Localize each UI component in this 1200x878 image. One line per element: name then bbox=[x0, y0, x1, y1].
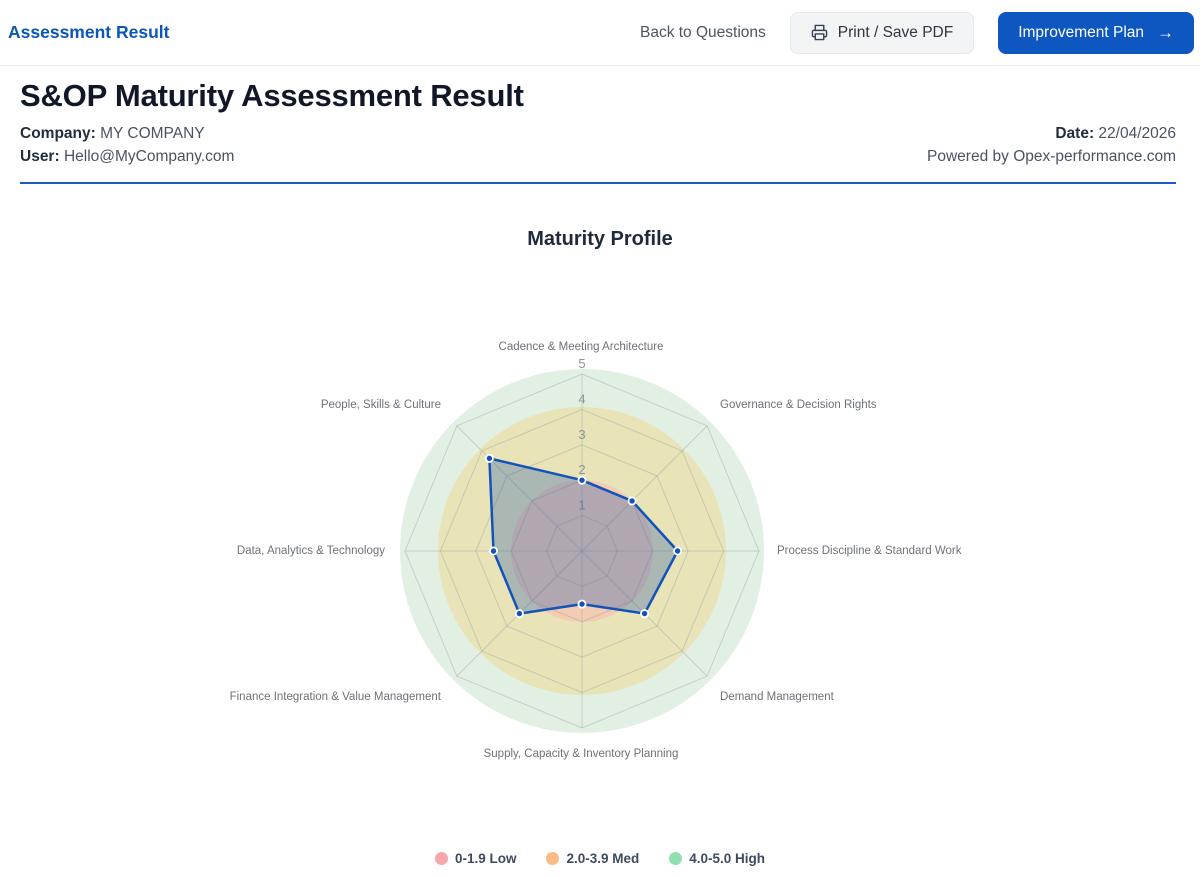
date-value: 22/04/2026 bbox=[1098, 125, 1176, 142]
back-to-questions-link[interactable]: Back to Questions bbox=[639, 23, 766, 41]
chart-title: Maturity Profile bbox=[527, 227, 673, 250]
radar-axis-label: Finance Integration & Value Management bbox=[230, 691, 442, 703]
radar-spoke bbox=[456, 425, 583, 551]
legend-dot-low-icon bbox=[434, 851, 448, 865]
radar-data-point bbox=[627, 495, 637, 505]
app-title: Assessment Result bbox=[8, 22, 170, 42]
radar-axis-label: Process Discipline & Standard Work bbox=[777, 545, 962, 557]
legend-dot-high-icon bbox=[669, 851, 683, 865]
meta-left: Company: MY COMPANY User: Hello@MyCompan… bbox=[20, 123, 234, 169]
radar-chart: 1 2 3 4 5 Cadence & Meeting Architecture Gover… bbox=[230, 341, 962, 760]
radar-axis-label: People, Skills & Culture bbox=[321, 399, 441, 411]
radar-tick-label: 1 bbox=[578, 497, 585, 512]
radar-data-point bbox=[673, 546, 683, 556]
topbar-actions: Back to Questions Print / Save PDF Impro… bbox=[639, 11, 1194, 54]
powered-by: Powered by Opex-performance.com bbox=[927, 147, 1176, 165]
legend-item-low: 0-1.9 Low bbox=[434, 850, 517, 866]
radar-grid-ring bbox=[475, 443, 689, 658]
topbar: Assessment Result Back to Questions Prin… bbox=[0, 0, 1200, 66]
user-line: User: Hello@MyCompany.com bbox=[20, 146, 234, 169]
radar-data-point bbox=[514, 608, 524, 618]
company-line: Company: MY COMPANY bbox=[20, 123, 234, 146]
date-label: Date: bbox=[1055, 125, 1095, 142]
radar-data-point bbox=[640, 608, 650, 618]
radar-spoke bbox=[581, 425, 708, 551]
legend-item-med: 2.0-3.9 Med bbox=[546, 851, 639, 866]
radar-data-point bbox=[488, 546, 498, 556]
date-line: Date: 22/04/2026 bbox=[927, 123, 1176, 146]
radar-data-point bbox=[484, 453, 494, 463]
radar-grid-ring bbox=[546, 514, 618, 587]
legend-dot-med-icon bbox=[546, 851, 560, 865]
radar-axis-label: Governance & Decision Rights bbox=[720, 399, 877, 411]
legend-label-med: 2.0-3.9 Med bbox=[566, 850, 640, 866]
header-divider bbox=[20, 181, 1176, 184]
radar-axis-label: Supply, Capacity & Inventory Planning bbox=[484, 748, 679, 760]
arrow-right-icon: → bbox=[1157, 23, 1174, 42]
print-button-label: Print / Save PDF bbox=[837, 23, 954, 41]
improvement-button-label: Improvement Plan bbox=[1018, 23, 1144, 41]
meta-right: Date: 22/04/2026 Powered by Opex-perform… bbox=[927, 123, 1176, 169]
radar-band-0 bbox=[511, 479, 653, 622]
radar-grid-ring bbox=[510, 479, 654, 622]
printer-icon bbox=[811, 24, 828, 41]
print-save-pdf-button[interactable]: Print / Save PDF bbox=[789, 11, 975, 54]
chart-legend: 0-1.9 Low 2.0-3.9 Med 4.0-5.0 High bbox=[0, 851, 1200, 866]
radar-data-point bbox=[577, 599, 587, 609]
legend-item-high: 4.0-5.0 High bbox=[669, 851, 765, 866]
improvement-plan-button[interactable]: Improvement Plan → bbox=[998, 11, 1194, 54]
radar-axis-label: Data, Analytics & Technology bbox=[237, 545, 385, 557]
radar-data-point bbox=[577, 475, 587, 485]
user-label: User: bbox=[20, 147, 60, 165]
radar-tick-label: 5 bbox=[578, 356, 585, 371]
radar-tick-label: 2 bbox=[578, 462, 585, 477]
meta-row: Company: MY COMPANY User: Hello@MyCompan… bbox=[20, 123, 1176, 169]
legend-label-high: 4.0-5.0 High bbox=[689, 850, 766, 866]
user-value: Hello@MyCompany.com bbox=[63, 147, 235, 165]
legend-label-low: 0-1.9 Low bbox=[454, 850, 517, 866]
radar-axis-label: Cadence & Meeting Architecture bbox=[499, 341, 664, 353]
radar-tick-label: 4 bbox=[578, 391, 585, 406]
page-title: S&OP Maturity Assessment Result bbox=[20, 78, 524, 113]
main-content: S&OP Maturity Assessment Result Company:… bbox=[0, 78, 1200, 184]
radar-tick-label: 3 bbox=[578, 426, 585, 441]
radar-grid-ring bbox=[404, 373, 760, 729]
company-value: MY COMPANY bbox=[100, 125, 205, 142]
radar-grid-ring bbox=[439, 408, 725, 693]
company-label: Company: bbox=[20, 125, 96, 142]
radar-axis-label: Demand Management bbox=[720, 691, 835, 703]
